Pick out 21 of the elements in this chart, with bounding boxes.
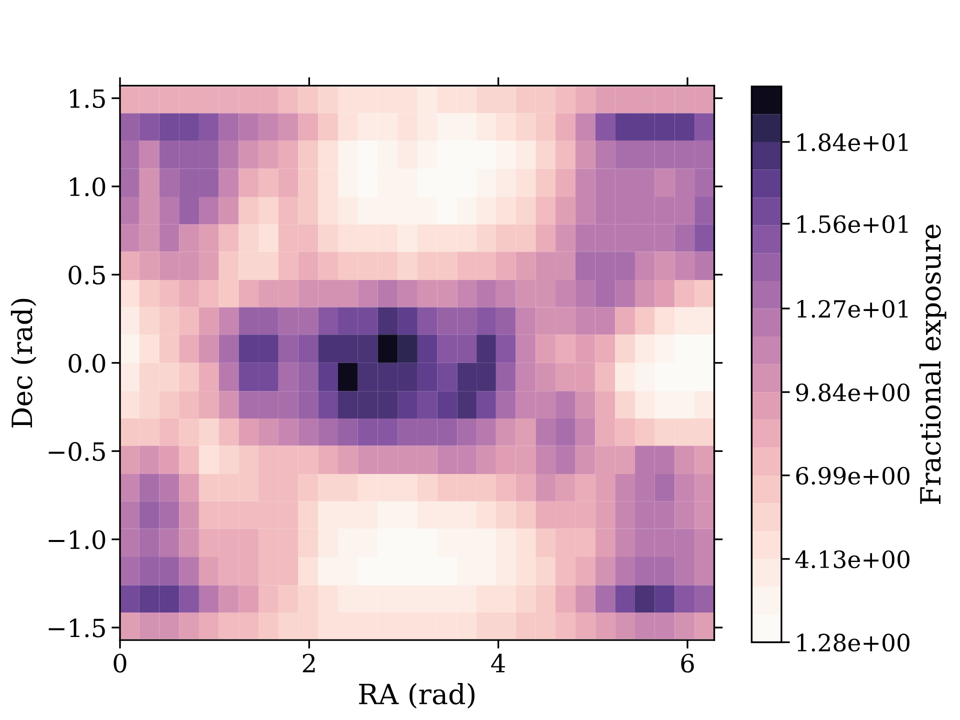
x-tick-label: 0 bbox=[114, 654, 126, 673]
color-bar-label: 4.13e+00 bbox=[795, 550, 910, 568]
x-tick-label: 4 bbox=[491, 654, 506, 672]
color-bar-label: 1.56e+01 bbox=[798, 215, 908, 234]
y-tick-label: 0.5 bbox=[68, 266, 105, 285]
color-bar-label: 1.28e+00 bbox=[798, 634, 910, 652]
y-tick-label: 0.0 bbox=[68, 354, 106, 373]
color-bar-label: 1.84e+01 bbox=[798, 133, 908, 152]
y-axis-title: Dec (rad) bbox=[10, 298, 36, 428]
color-bar-label: 6.99e+00 bbox=[796, 466, 910, 485]
y-tick-label: −1.0 bbox=[48, 530, 106, 550]
y-tick-label: −1.5 bbox=[48, 618, 105, 638]
color-bar-title: Fractional exposure bbox=[919, 224, 946, 504]
x-tick-label: 2 bbox=[302, 654, 315, 672]
color-bar-label: 1.27e+01 bbox=[798, 300, 908, 318]
y-tick-label: 1.5 bbox=[70, 89, 105, 108]
y-tick-label: 1.0 bbox=[70, 177, 106, 196]
color-bar-label: 9.84e+00 bbox=[796, 384, 910, 402]
y-tick-label: −0.5 bbox=[48, 442, 105, 461]
x-tick-label: 6 bbox=[681, 654, 694, 673]
x-axis-title: RA (rad) bbox=[359, 683, 474, 708]
